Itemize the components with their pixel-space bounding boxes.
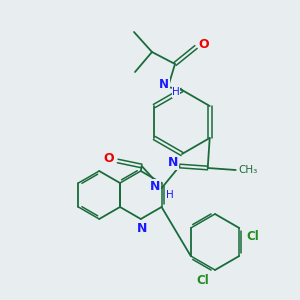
- Text: Cl: Cl: [196, 274, 209, 286]
- Text: N: N: [159, 79, 169, 92]
- Text: H: H: [166, 190, 174, 200]
- Text: H: H: [172, 87, 180, 97]
- Text: N: N: [149, 179, 160, 193]
- Text: O: O: [199, 38, 209, 50]
- Text: CH₃: CH₃: [238, 165, 257, 175]
- Text: N: N: [136, 223, 147, 236]
- Text: O: O: [103, 152, 114, 166]
- Text: N: N: [167, 157, 178, 169]
- Text: Cl: Cl: [247, 230, 260, 242]
